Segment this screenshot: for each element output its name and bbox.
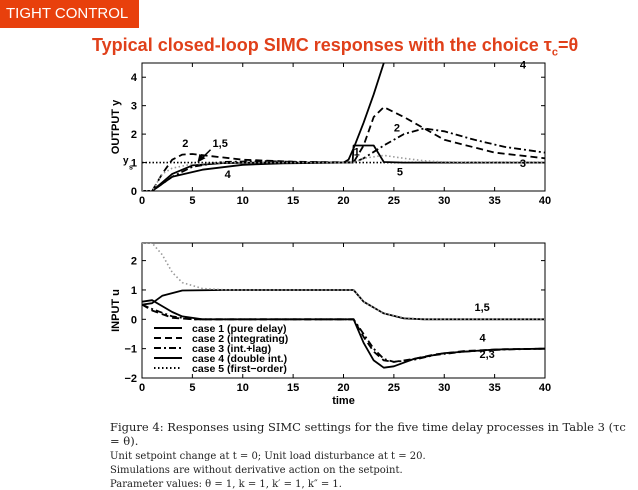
- x-tick-label: 30: [438, 382, 450, 394]
- y-tick-label: 1: [131, 285, 137, 297]
- legend-label: case 5 (first−order): [192, 363, 287, 375]
- tight-control-badge: TIGHT CONTROL: [0, 0, 139, 28]
- x-tick-label: 30: [438, 195, 450, 207]
- x-tick-label: 10: [237, 382, 249, 394]
- title-suffix: =θ: [557, 35, 579, 55]
- y-tick-label: 1: [131, 158, 137, 170]
- series-line-case-4: [142, 63, 385, 191]
- legend-label: case 4 (double int.): [192, 353, 287, 365]
- x-tick-label: 15: [287, 195, 299, 207]
- caption-line-2: Simulations are without derivative actio…: [110, 465, 403, 476]
- series-group: [142, 63, 545, 191]
- y-tick-label: 0: [131, 314, 137, 326]
- input-chart: 0 5 10 15 20 25 30 35 40 −2 −1 0 1 2 INPUT u time 1,5 4 2,…: [110, 242, 551, 407]
- x-tick-label: 5: [189, 382, 195, 394]
- series-group: [142, 243, 545, 369]
- caption-line-1: Unit setpoint change at t = 0; Unit load…: [110, 451, 426, 462]
- curve-annotation: 2: [182, 138, 188, 150]
- setpoint-sub: s: [129, 165, 133, 172]
- caption-line-3: Parameter values: θ = 1, k = 1, k′ = 1, …: [110, 479, 342, 490]
- y-tick-label: −2: [124, 373, 137, 385]
- series-line-case-2: [142, 303, 545, 363]
- x-tick-label: 20: [337, 382, 349, 394]
- x-tick-label: 0: [139, 382, 145, 394]
- x-tick-label: 20: [337, 195, 349, 207]
- y-axis-label: INPUT u: [110, 289, 122, 332]
- slide-title: Typical closed-loop SIMC responses with …: [92, 35, 578, 59]
- x-tick-label: 5: [189, 195, 195, 207]
- y-tick-label: 0: [131, 186, 137, 198]
- title-sub: c: [551, 46, 558, 59]
- series-line-case-5: [142, 154, 545, 191]
- x-tick-label: 15: [287, 382, 299, 394]
- curve-annotation: 2: [394, 122, 400, 134]
- series-line-case-5: [142, 243, 545, 321]
- plot-frame: [141, 62, 546, 192]
- y-tick-label: 4: [131, 72, 138, 84]
- curve-annotation: 2,3: [480, 349, 495, 361]
- curve-annotation: 4: [480, 332, 487, 344]
- curve-annotation: 4: [520, 60, 527, 72]
- x-tick-label: 25: [388, 195, 400, 207]
- legend-label: case 3 (int.+lag): [192, 343, 271, 355]
- curve-annotation: 5: [397, 166, 403, 178]
- curve-annotation: 3: [520, 158, 526, 170]
- series-line-case-3: [142, 127, 545, 191]
- x-axis-label: time: [332, 395, 355, 407]
- series-line-case-2: [142, 106, 545, 191]
- title-prefix: Typical closed-loop SIMC responses with …: [92, 35, 544, 55]
- x-tick-label: 10: [237, 195, 249, 207]
- curve-annotation: 1: [354, 146, 360, 158]
- legend-label: case 1 (pure delay): [192, 323, 287, 335]
- y-tick-label: 2: [131, 129, 137, 141]
- y-tick-label: 3: [131, 101, 137, 113]
- x-tick-label: 40: [539, 382, 551, 394]
- y-tick-label: −1: [124, 344, 137, 356]
- series-line-case-4: [142, 299, 545, 369]
- setpoint-label: y: [123, 156, 129, 167]
- x-tick-label: 0: [139, 195, 145, 207]
- figure-caption: Figure 4: Responses using SIMC settings …: [110, 420, 630, 490]
- x-tick-label: 25: [388, 382, 400, 394]
- series-line-case-1: [142, 144, 545, 191]
- curve-annotation: 1,5: [474, 302, 489, 314]
- curve-annotation: 4: [225, 169, 232, 181]
- y-tick-label: 2: [131, 256, 137, 268]
- curve-annotation: 1,5: [213, 138, 228, 150]
- y-axis-label: OUTPUT y: [110, 99, 122, 154]
- legend-label: case 2 (integrating): [192, 333, 288, 345]
- title-tau: τ: [543, 35, 552, 55]
- x-tick-label: 35: [489, 195, 501, 207]
- annotation-arrowhead: [197, 154, 206, 163]
- caption-main: Figure 4: Responses using SIMC settings …: [110, 420, 626, 448]
- x-tick-label: 40: [539, 195, 551, 207]
- x-tick-label: 35: [489, 382, 501, 394]
